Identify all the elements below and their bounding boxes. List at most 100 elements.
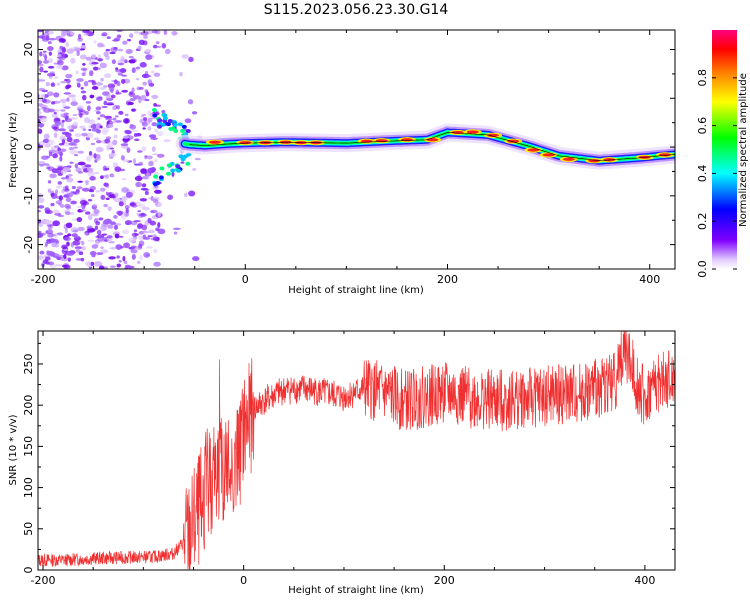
noise-blob (106, 102, 114, 105)
noise-blob (152, 248, 158, 254)
noise-blob (138, 161, 144, 166)
noise-blob (142, 117, 148, 121)
noise-blob (63, 92, 72, 95)
noise-blob (108, 256, 116, 260)
funnel-blob (181, 124, 187, 129)
noise-blob (62, 51, 66, 57)
noise-blob (94, 157, 101, 161)
noise-blob (81, 187, 90, 192)
noise-blob (104, 115, 112, 119)
noise-blob (38, 143, 41, 147)
noise-blob (63, 236, 72, 242)
noise-blob (120, 155, 125, 161)
noise-blob (128, 237, 136, 243)
noise-blob (67, 125, 74, 130)
noise-blob (109, 221, 116, 225)
noise-blob (47, 224, 53, 230)
noise-blob (125, 208, 129, 214)
snr-xlabel: Height of straight line (km) (288, 585, 424, 596)
ridge-peak (466, 130, 479, 134)
noise-blob (48, 108, 56, 113)
noise-blob (66, 136, 73, 143)
noise-blob (150, 137, 158, 141)
noise-blob (173, 231, 178, 235)
noise-blob (85, 101, 92, 104)
noise-blob (95, 221, 101, 226)
noise-blob (123, 242, 130, 249)
noise-blob (131, 204, 138, 208)
noise-blob (129, 91, 134, 95)
noise-blob (38, 35, 46, 39)
noise-blob (141, 183, 147, 188)
noise-blob (81, 132, 88, 137)
noise-blob (99, 62, 107, 69)
noise-blob (80, 90, 87, 94)
noise-blob (43, 99, 51, 104)
noise-blob (142, 40, 148, 46)
noise-blob (94, 171, 100, 175)
noise-blob (142, 81, 147, 86)
spectrogram-frame (37, 29, 676, 270)
noise-blob (115, 91, 122, 95)
noise-blob (38, 193, 44, 198)
noise-blob (125, 48, 133, 54)
noise-blob (99, 225, 108, 231)
noise-blob (142, 113, 147, 116)
noise-blob (42, 50, 47, 53)
noise-blob (63, 106, 71, 109)
funnel-blob (178, 154, 184, 159)
noise-blob (132, 95, 141, 100)
noise-blob (125, 191, 134, 198)
funnel-blob (185, 161, 191, 166)
noise-blob (108, 194, 116, 199)
noise-blob (45, 155, 51, 158)
noise-blob (116, 34, 122, 39)
noise-blob (150, 70, 155, 74)
noise-blob (47, 40, 52, 45)
noise-blob (140, 168, 147, 174)
noise-blob (48, 37, 57, 41)
noise-blob (90, 261, 95, 266)
figure-title: S115.2023.056.23.30.G14 (264, 2, 449, 18)
funnel-blob (179, 128, 185, 133)
noise-blob (101, 233, 108, 236)
noise-blob (145, 54, 153, 61)
noise-blob (48, 151, 53, 157)
noise-blob (50, 202, 55, 207)
noise-blob (116, 263, 122, 268)
noise-blob (38, 110, 43, 115)
noise-blob (75, 248, 81, 253)
noise-blob (69, 117, 78, 120)
noise-blob (45, 81, 50, 87)
noise-blob (75, 70, 79, 75)
funnel-blob (152, 113, 158, 118)
noise-blob (118, 110, 124, 115)
colorbar: 0.0 0.2 0.4 0.6 0.8 Normalized spectral ampl… (696, 30, 749, 278)
noise-blob (70, 242, 74, 248)
noise-blob (144, 190, 149, 196)
noise-blob (96, 229, 102, 235)
noise-blob (81, 246, 86, 251)
noise-blob (83, 80, 89, 87)
noise-blob (93, 137, 100, 141)
noise-blob (69, 31, 75, 36)
noise-blob (38, 60, 43, 65)
noise-blob (89, 176, 96, 181)
noise-blob (51, 101, 56, 105)
noise-blob (63, 112, 69, 116)
noise-blob (99, 125, 103, 129)
x-tick-label: 400 (634, 574, 655, 587)
noise-blob (54, 120, 61, 126)
noise-blob (163, 30, 168, 36)
noise-blob (134, 175, 143, 182)
funnel-blob (185, 129, 191, 134)
noise-blob (61, 31, 67, 37)
noise-blob (184, 192, 188, 198)
y-tick-label: 0 (22, 567, 35, 574)
noise-blob (45, 219, 52, 225)
noise-blob (60, 148, 67, 152)
noise-blob (65, 84, 70, 90)
noise-blob (38, 103, 44, 107)
colorbar-tick-label: 0.4 (696, 165, 709, 183)
